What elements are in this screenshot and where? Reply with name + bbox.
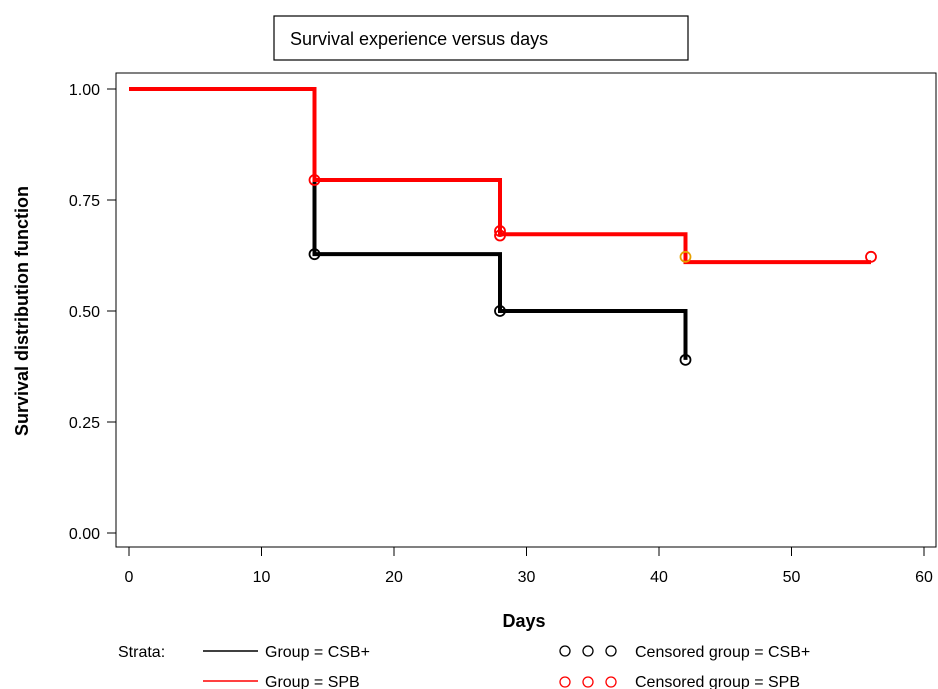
series-line-spb — [129, 87, 871, 265]
censored-marker-spb — [494, 229, 506, 242]
legend-censored-marker — [559, 676, 571, 688]
title-frame — [273, 15, 689, 61]
y-axis: 0.00 0.25 0.50 0.75 1.00 — [69, 82, 117, 543]
x-tick-label: 50 — [783, 569, 801, 586]
censored-marker-spb — [679, 250, 692, 263]
title-box: Survival experience versus days — [273, 15, 689, 61]
legend-censored-marker — [559, 645, 571, 657]
y-axis-title: Survival distribution function — [12, 186, 32, 436]
legend-label-spb: Group = SPB — [265, 674, 360, 689]
x-axis: 0 10 20 30 40 50 60 — [125, 546, 933, 586]
censored-marker-spb — [865, 250, 877, 263]
legend-censored-label-spb: Censored group = SPB — [635, 674, 800, 689]
legend-label-csb: Group = CSB+ — [265, 644, 370, 661]
x-tick-label: 30 — [518, 569, 536, 586]
y-tick-label: 0.00 — [69, 526, 100, 543]
x-axis-title: Days — [502, 611, 545, 631]
legend-censored-marker — [605, 676, 617, 688]
legend-censored-markers-csb — [559, 645, 617, 657]
x-tick-label: 10 — [253, 569, 271, 586]
censored-marker-layer — [308, 174, 877, 366]
legend-censored-marker — [605, 645, 617, 657]
series-line-csb — [129, 87, 688, 360]
y-tick-label: 0.50 — [69, 304, 100, 321]
censored-marker-csb — [308, 248, 321, 261]
legend-censored-marker — [582, 676, 594, 688]
series-layer — [129, 87, 871, 360]
legend-prefix: Strata: — [118, 644, 165, 661]
y-tick-label: 0.25 — [69, 415, 100, 432]
y-tick-label: 0.75 — [69, 193, 100, 210]
censored-marker-spb — [494, 225, 506, 237]
legend: Strata: Group = CSB+ Group = SPB Censore… — [118, 644, 810, 689]
y-tick-label: 1.00 — [69, 82, 100, 99]
chart-title: Survival experience versus days — [290, 29, 548, 49]
x-tick-label: 0 — [125, 569, 134, 586]
censored-marker-csb — [494, 305, 506, 317]
legend-censored-label-csb: Censored group = CSB+ — [635, 644, 810, 661]
censored-marker-spb — [308, 174, 321, 186]
censored-marker-csb — [679, 353, 692, 366]
legend-censored-marker — [582, 645, 594, 657]
legend-censored-markers-spb — [559, 676, 617, 688]
x-tick-label: 20 — [385, 569, 403, 586]
x-tick-label: 40 — [650, 569, 668, 586]
x-tick-label: 60 — [915, 569, 933, 586]
